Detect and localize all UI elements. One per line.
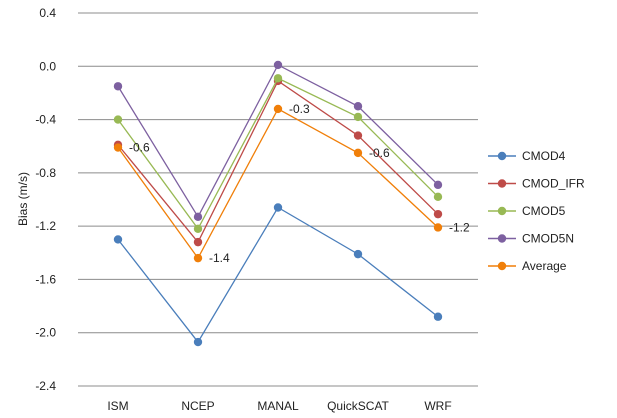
data-point — [433, 312, 443, 321]
x-tick-label: WRF — [424, 399, 451, 413]
legend-item: Average — [488, 259, 567, 273]
legend-item: CMOD5N — [488, 232, 574, 246]
data-point — [433, 223, 443, 232]
y-tick-label: -2.0 — [35, 326, 56, 340]
x-tick-label: MANAL — [257, 399, 299, 413]
data-label: -0.3 — [289, 102, 310, 116]
legend-label: CMOD_IFR — [522, 177, 585, 191]
data-label: -1.4 — [209, 251, 230, 265]
x-tick-label: QuickSCAT — [327, 399, 389, 413]
data-point — [433, 192, 443, 202]
data-point — [433, 180, 443, 190]
series-line — [117, 108, 439, 260]
data-point — [193, 337, 203, 347]
legend-item: CMOD4 — [488, 149, 566, 163]
series-cmod5n — [113, 60, 443, 222]
legend-label: Average — [522, 259, 567, 273]
x-tick-label: ISM — [107, 399, 128, 413]
data-point — [353, 148, 363, 158]
data-point — [273, 104, 283, 114]
y-axis-title: Bias (m/s) — [16, 172, 30, 226]
data-point — [113, 115, 123, 124]
data-point — [273, 203, 283, 212]
data-label: -0.6 — [129, 141, 150, 155]
series-average — [113, 104, 443, 263]
data-point — [353, 112, 363, 122]
x-tick-labels: ISM NCEP MANAL QuickSCAT WRF — [107, 399, 451, 413]
legend-marker — [497, 179, 507, 188]
data-point — [273, 74, 283, 83]
data-point — [193, 253, 203, 263]
y-tick-label: 0.0 — [39, 59, 56, 73]
data-point — [353, 102, 363, 111]
data-point — [273, 60, 283, 70]
data-point — [353, 131, 363, 140]
series-line — [117, 64, 439, 219]
legend-item: CMOD5 — [488, 204, 566, 218]
y-tick-label: -1.2 — [35, 219, 56, 233]
data-label: -1.2 — [449, 220, 470, 234]
legend-marker — [497, 206, 507, 216]
data-label: -0.6 — [369, 146, 390, 160]
legend: CMOD4 CMOD_IFR CMOD5 CMOD5N Average — [488, 149, 585, 273]
data-labels: -0.6 -1.4 -0.3 -0.6 -1.2 — [129, 102, 470, 265]
y-tick-label: -0.4 — [35, 113, 56, 127]
series-layer — [113, 60, 443, 347]
legend-marker — [497, 151, 507, 161]
legend-marker — [497, 261, 507, 271]
y-tick-label: -2.4 — [35, 379, 56, 393]
legend-marker — [497, 234, 507, 243]
series-cmod4 — [113, 203, 443, 347]
data-point — [353, 249, 363, 259]
y-tick-label: 0.4 — [39, 6, 56, 20]
y-tick-label: -0.8 — [35, 166, 56, 180]
x-tick-label: NCEP — [181, 399, 214, 413]
gridlines — [78, 12, 478, 387]
y-tick-labels: 0.4 0.0 -0.4 -0.8 -1.2 -1.6 -2.0 -2.4 — [35, 6, 56, 393]
data-point — [193, 212, 203, 222]
data-point — [113, 143, 123, 152]
legend-item: CMOD_IFR — [488, 177, 585, 191]
legend-label: CMOD5 — [522, 204, 566, 218]
data-point — [113, 82, 123, 91]
legend-label: CMOD5N — [522, 232, 574, 246]
y-tick-label: -1.6 — [35, 272, 56, 286]
series-line — [117, 206, 439, 344]
data-point — [433, 209, 443, 219]
data-point — [113, 235, 123, 244]
legend-label: CMOD4 — [522, 149, 566, 163]
series-cmod5 — [113, 74, 443, 234]
series-cmod-ifr — [113, 76, 443, 247]
data-point — [193, 237, 203, 247]
data-point — [193, 224, 203, 234]
